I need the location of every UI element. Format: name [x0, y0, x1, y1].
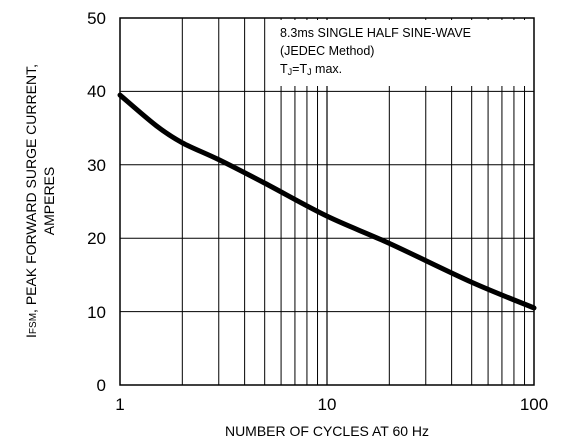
y-tick-label: 0	[97, 376, 106, 395]
horizontal-gridlines	[120, 90, 534, 313]
y-tick-label: 50	[87, 9, 106, 28]
y-tick-label: 20	[87, 229, 106, 248]
x-tick-label: 10	[318, 395, 337, 414]
y-axis-label-subscript: FSM	[28, 313, 39, 334]
y-axis-label-line2: AMPERES	[41, 167, 57, 235]
plot-frame	[119, 17, 535, 386]
x-axis-label: NUMBER OF CYCLES AT 60 Hz	[225, 423, 429, 439]
x-tick-label: 100	[520, 395, 548, 414]
x-tick-label: 1	[115, 395, 124, 414]
y-tick-labels: 0 10 20 30 40 50	[87, 9, 106, 395]
y-tick-label: 40	[87, 82, 106, 101]
x-tick-labels: 1 10 100	[115, 395, 548, 414]
series-layer	[117, 92, 537, 311]
annotation-box	[274, 20, 534, 86]
annotation-subscript: J	[288, 67, 293, 77]
y-axis-label: IFSM, PEAK FORWARD SURGE CURRENT, AMPERE…	[23, 64, 57, 338]
annotation: 8.3ms SINGLE HALF SINE-WAVE (JEDEC Metho…	[280, 26, 471, 77]
annotation-line3: TJ=TJ max.	[280, 62, 342, 77]
y-tick-label: 10	[87, 303, 106, 322]
annotation-subscript: J	[307, 67, 312, 77]
annotation-line2: (JEDEC Method)	[280, 44, 374, 58]
annotation-line1: 8.3ms SINGLE HALF SINE-WAVE	[280, 26, 471, 40]
series-line	[117, 92, 537, 311]
y-tick-label: 30	[87, 156, 106, 175]
y-axis-label-line1: IFSM, PEAK FORWARD SURGE CURRENT,	[23, 64, 39, 338]
